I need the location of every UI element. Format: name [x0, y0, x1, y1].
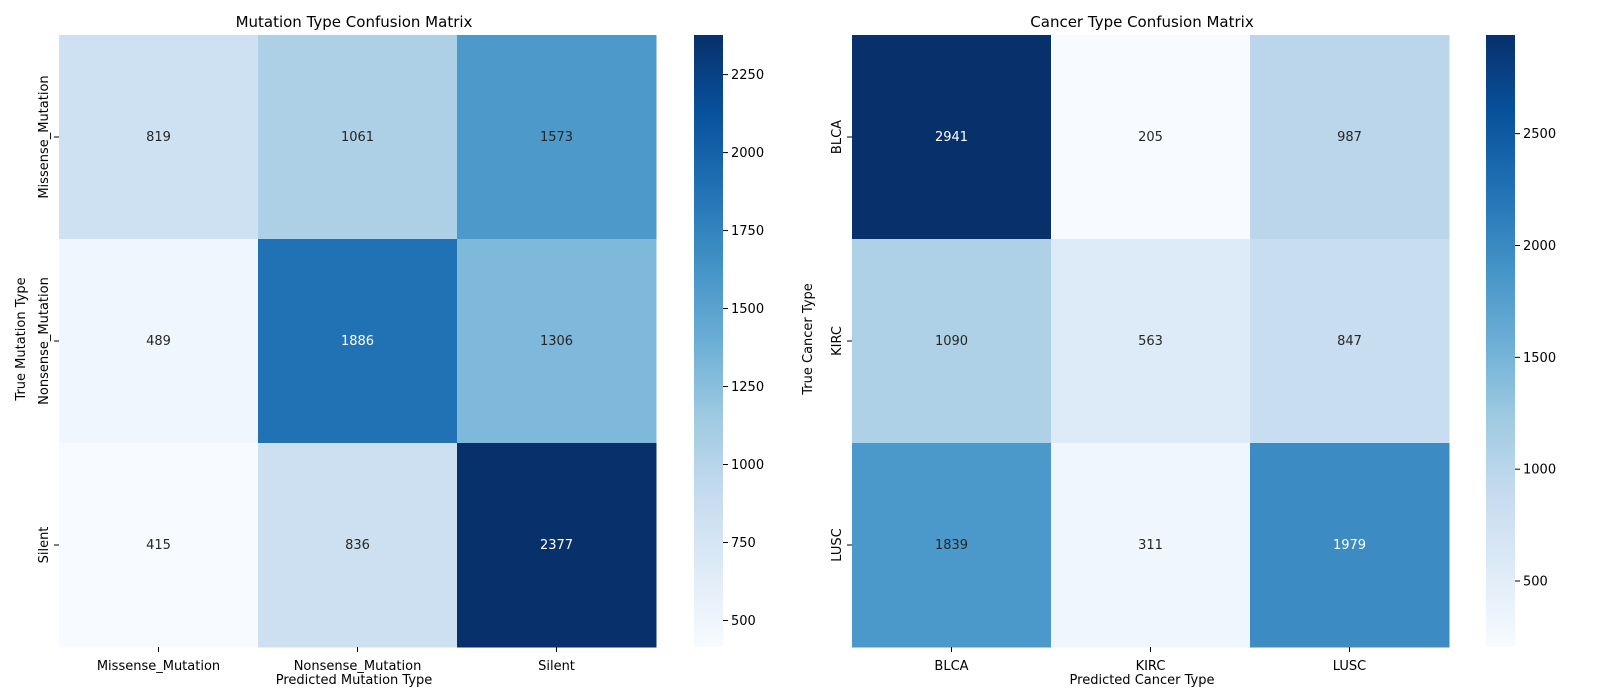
cell-value-label: 311 — [1138, 538, 1163, 553]
heatmap-cell — [1051, 35, 1251, 240]
colorbar-tick-label: 1000 — [731, 458, 764, 473]
cell-value-label: 819 — [146, 130, 171, 145]
x-axis-label: Predicted Cancer Type — [1070, 673, 1215, 688]
cell-value-label: 1979 — [1333, 538, 1366, 553]
heatmap-cell — [59, 35, 259, 240]
colorbar-tick-label: 1750 — [731, 224, 764, 239]
colorbar-gradient — [1486, 35, 1515, 647]
heatmap-cell — [59, 239, 259, 444]
x-axis-ticks: BLCA KIRC LUSC — [934, 647, 1366, 674]
chart-title: Cancer Type Confusion Matrix — [1030, 13, 1254, 31]
heatmap-cell — [258, 443, 458, 648]
x-tick-label: LUSC — [1333, 659, 1366, 674]
heatmap-cells: 819 1061 1573 489 1886 1306 415 836 2377 — [59, 35, 657, 648]
x-axis-label: Predicted Mutation Type — [276, 673, 433, 688]
colorbar-tick-label: 2250 — [731, 68, 764, 83]
heatmap-cell — [59, 443, 259, 648]
colorbar-gradient — [694, 35, 723, 647]
heatmap-cell — [457, 239, 657, 444]
heatmap-cells: 2941 205 987 1090 563 847 1839 311 1979 — [852, 35, 1450, 648]
x-tick-label: KIRC — [1136, 659, 1166, 674]
cell-value-label: 563 — [1138, 334, 1163, 349]
heatmap-cell — [1051, 443, 1251, 648]
heatmap-cell — [1250, 35, 1450, 240]
cell-value-label: 205 — [1138, 130, 1163, 145]
cell-value-label: 847 — [1337, 334, 1362, 349]
cell-value-label: 489 — [146, 334, 171, 349]
y-axis-label: True Mutation Type — [14, 277, 29, 401]
y-axis-ticks: BLCA KIRC LUSC — [830, 120, 852, 562]
mutation-heatmap-panel: Mutation Type Confusion Matrix 819 1061 15… — [14, 13, 764, 688]
y-tick-label: Missense_Mutation — [37, 75, 52, 198]
colorbar-tick-label: 2500 — [1523, 127, 1556, 142]
cell-value-label: 1573 — [540, 130, 573, 145]
colorbar-tick-label: 500 — [731, 614, 756, 629]
heatmap-cell — [1250, 239, 1450, 444]
cell-value-label: 1886 — [341, 334, 374, 349]
x-tick-label: Missense_Mutation — [97, 659, 220, 674]
y-axis-ticks: Missense_Mutation Nonsense_Mutation Silent — [37, 75, 59, 563]
cell-value-label: 415 — [146, 538, 171, 553]
x-tick-label: Nonsense_Mutation — [294, 659, 422, 674]
y-tick-label: BLCA — [830, 120, 845, 154]
cell-value-label: 836 — [345, 538, 370, 553]
chart-title: Mutation Type Confusion Matrix — [236, 13, 473, 31]
heatmap-cell — [457, 35, 657, 240]
heatmap-cell — [457, 443, 657, 648]
cell-value-label: 1306 — [540, 334, 573, 349]
cell-value-label: 2941 — [935, 130, 968, 145]
heatmap-cell — [852, 443, 1052, 648]
colorbar-tick-label: 2000 — [731, 146, 764, 161]
colorbar-tick-label: 1500 — [1523, 351, 1556, 366]
colorbar: 500 1000 1500 2000 2500 — [1486, 35, 1556, 647]
colorbar-tick-label: 1250 — [731, 380, 764, 395]
cancer-heatmap-panel: Cancer Type Confusion Matrix 2941 205 987 1… — [801, 13, 1556, 688]
cell-value-label: 987 — [1337, 130, 1362, 145]
x-axis-ticks: Missense_Mutation Nonsense_Mutation Silent — [97, 647, 575, 674]
y-axis-label: True Cancer Type — [801, 283, 816, 396]
cell-value-label: 1839 — [935, 538, 968, 553]
cell-value-label: 2377 — [540, 538, 573, 553]
colorbar-tick-label: 750 — [731, 536, 756, 551]
colorbar-tick-label: 2000 — [1523, 239, 1556, 254]
y-tick-label: KIRC — [830, 326, 845, 356]
colorbar-tick-label: 500 — [1523, 575, 1548, 590]
x-tick-label: BLCA — [934, 659, 968, 674]
heatmap-cell — [1051, 239, 1251, 444]
y-tick-label: LUSC — [830, 528, 845, 561]
heatmap-cell — [1250, 443, 1450, 648]
heatmap-cell — [258, 35, 458, 240]
colorbar: 500 750 1000 1250 1500 1750 2000 2250 — [694, 35, 764, 647]
y-tick-label: Silent — [37, 527, 52, 564]
colorbar-tick-label: 1000 — [1523, 463, 1556, 478]
heatmap-cell — [852, 35, 1052, 240]
heatmap-cell — [258, 239, 458, 444]
colorbar-tick-label: 1500 — [731, 302, 764, 317]
cell-value-label: 1061 — [341, 130, 374, 145]
cell-value-label: 1090 — [935, 334, 968, 349]
y-tick-label: Nonsense_Mutation — [37, 277, 52, 405]
heatmap-cell — [852, 239, 1052, 444]
x-tick-label: Silent — [538, 659, 575, 674]
